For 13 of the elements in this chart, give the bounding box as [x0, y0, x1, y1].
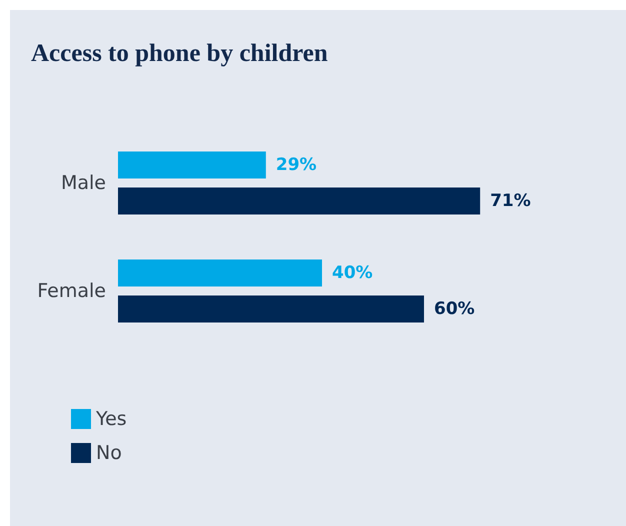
bar — [118, 295, 424, 322]
chart-title: Access to phone by children — [31, 40, 328, 67]
y-tick-label: Male — [60, 172, 106, 194]
legend-label: No — [96, 442, 122, 464]
data-label: 29% — [276, 155, 317, 176]
bar — [118, 187, 480, 214]
bar — [118, 260, 322, 287]
y-tick-label: Female — [37, 280, 106, 302]
data-label: 40% — [332, 263, 373, 284]
data-label: 60% — [434, 298, 475, 319]
legend-label: Yes — [95, 408, 127, 430]
bar — [118, 152, 266, 179]
data-label: 71% — [490, 190, 531, 211]
